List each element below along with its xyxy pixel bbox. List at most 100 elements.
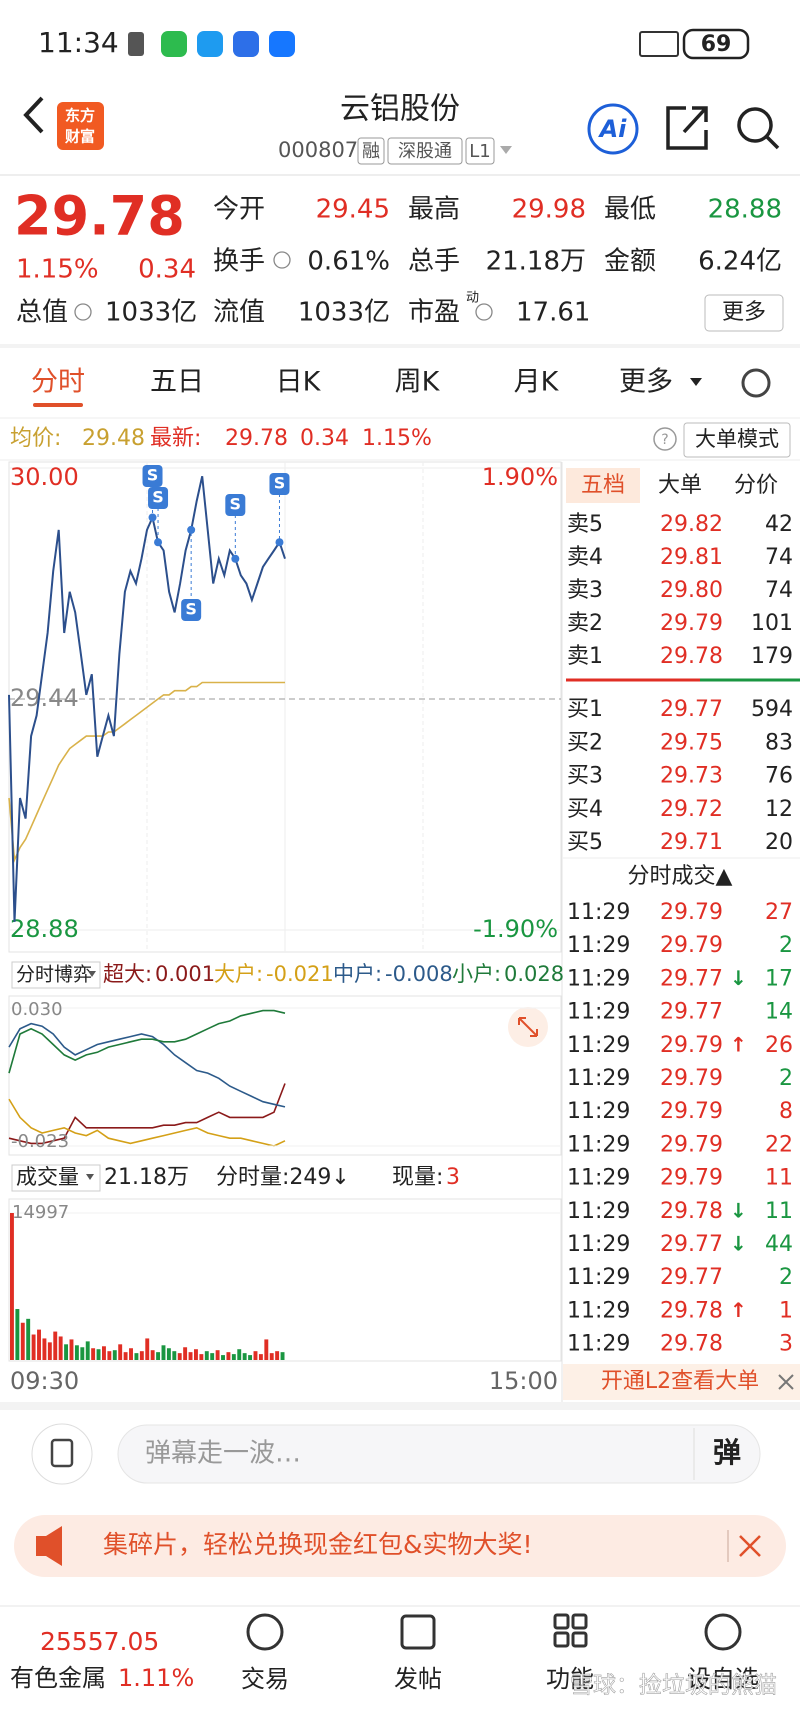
nav-item[interactable]: 发帖 [394,1665,442,1693]
signal-label: S [274,474,286,493]
share-button[interactable] [666,106,708,150]
trade-time: 11:29 [567,1232,630,1257]
trade-volume: 27 [765,900,793,925]
trade-time: 11:29 [567,1166,630,1191]
info-icon[interactable] [74,303,92,321]
tag-dropdown[interactable] [500,146,512,154]
book-price: 29.72 [660,797,723,822]
brand-text: 东方 [65,107,95,125]
signal-badge[interactable] [269,473,290,495]
book-level: 买5 [567,830,603,855]
change-amount: 0.34 [138,255,196,285]
comment-icon[interactable] [31,1423,93,1485]
game-series-name: 小户: [452,962,501,986]
y-tick-label: 29.44 [10,684,79,712]
x-tick-label: 15:00 [489,1367,558,1395]
nav-item[interactable]: 功能 [546,1665,594,1693]
nav-icons [246,1613,742,1651]
trade-time: 11:29 [567,1099,630,1124]
chart-tab[interactable]: 日K [276,367,322,398]
volume-bar [123,1352,128,1360]
book-volume: 179 [751,644,793,669]
comment-input[interactable] [117,1424,761,1484]
signal-badge[interactable] [148,487,169,509]
volume-bar [150,1350,155,1360]
danmaku-button[interactable]: 弹 [713,1436,741,1469]
book-tab[interactable]: 分价 [734,473,778,498]
l2-banner[interactable] [563,1364,800,1400]
info-icon[interactable] [475,303,493,321]
trade-volume: 44 [765,1232,793,1257]
latest-pct: 1.15% [362,426,432,451]
volume-bar [58,1336,63,1360]
volume-minute: 分时量:249↓ [216,1165,350,1190]
trade-time: 11:29 [567,1265,630,1290]
volume-bar [129,1348,133,1360]
chart-tab[interactable]: 更多 [619,367,673,398]
index-pct: 1.11% [118,1664,194,1692]
volume-bar [20,1322,25,1360]
book-price: 29.71 [660,830,723,855]
settings-button[interactable] [741,368,771,398]
search-button[interactable] [737,107,773,143]
back-button[interactable] [23,96,44,134]
l2-close[interactable] [778,1374,794,1390]
info-icon[interactable] [273,251,291,269]
volume-bar [134,1353,139,1360]
tag-box [465,137,495,165]
signal-dot [148,513,157,522]
signal-dot [275,538,284,547]
ai-button[interactable] [587,103,639,155]
trade-volume: 11 [765,1166,793,1191]
volume-bar [172,1351,177,1360]
volume-dropdown[interactable] [11,1164,101,1192]
book-tab[interactable]: 大单 [658,473,702,498]
signal-badge[interactable] [142,465,163,487]
comment-placeholder: 弹幕走一波… [145,1439,301,1469]
chart-tab[interactable]: 周K [395,367,441,398]
promo-banner[interactable] [14,1515,786,1577]
signal-badge[interactable] [181,599,202,621]
signal-badge[interactable] [225,494,246,516]
trade-arrow: ↓ [730,1232,747,1256]
book-tab[interactable]: 五档 [581,473,625,498]
trade-price: 29.79 [660,933,723,958]
trade-arrow: ↓ [730,1198,747,1222]
volume-bar [210,1353,215,1360]
volume-bar [258,1354,263,1360]
book-level: 买4 [567,797,603,822]
volume-bar [231,1354,236,1360]
volume-bar [226,1352,231,1360]
volume-bar [204,1351,209,1360]
game-dropdown[interactable] [11,961,101,989]
chart-tab[interactable]: 分时 [31,367,85,398]
trade-time: 11:29 [567,933,630,958]
volume-bar [264,1339,269,1360]
help-icon[interactable] [653,427,677,451]
signal-label: S [230,495,242,514]
banner-close[interactable] [739,1535,761,1557]
order-tab-active[interactable] [566,468,640,503]
trade-arrow: ↑ [730,1032,747,1056]
volume-total: 21.18万 [104,1165,189,1190]
more-button[interactable] [704,294,784,332]
trade-arrow: ↓ [730,966,747,990]
trade-volume: 14 [765,1000,793,1025]
chart-tab[interactable]: 月K [514,367,560,398]
mode-button[interactable] [683,422,791,458]
trade-price: 29.79 [660,1066,723,1091]
nav-item[interactable]: 设自选 [687,1665,759,1693]
trade-arrow: ↑ [730,1298,747,1322]
stock-code: 000807 [278,138,358,162]
signal-label: S [147,466,159,485]
field-value: 29.98 [512,195,586,225]
y-tick-label: 28.88 [10,915,79,943]
divider [0,344,800,348]
book-volume: 594 [751,697,793,722]
nav-item[interactable]: 交易 [241,1665,289,1693]
volume-bar [53,1331,58,1360]
trade-time: 11:29 [567,1332,630,1357]
chart-tab[interactable]: 五日 [150,367,204,398]
mode-label: 大单模式 [695,427,779,451]
book-level: 卖3 [567,578,603,603]
